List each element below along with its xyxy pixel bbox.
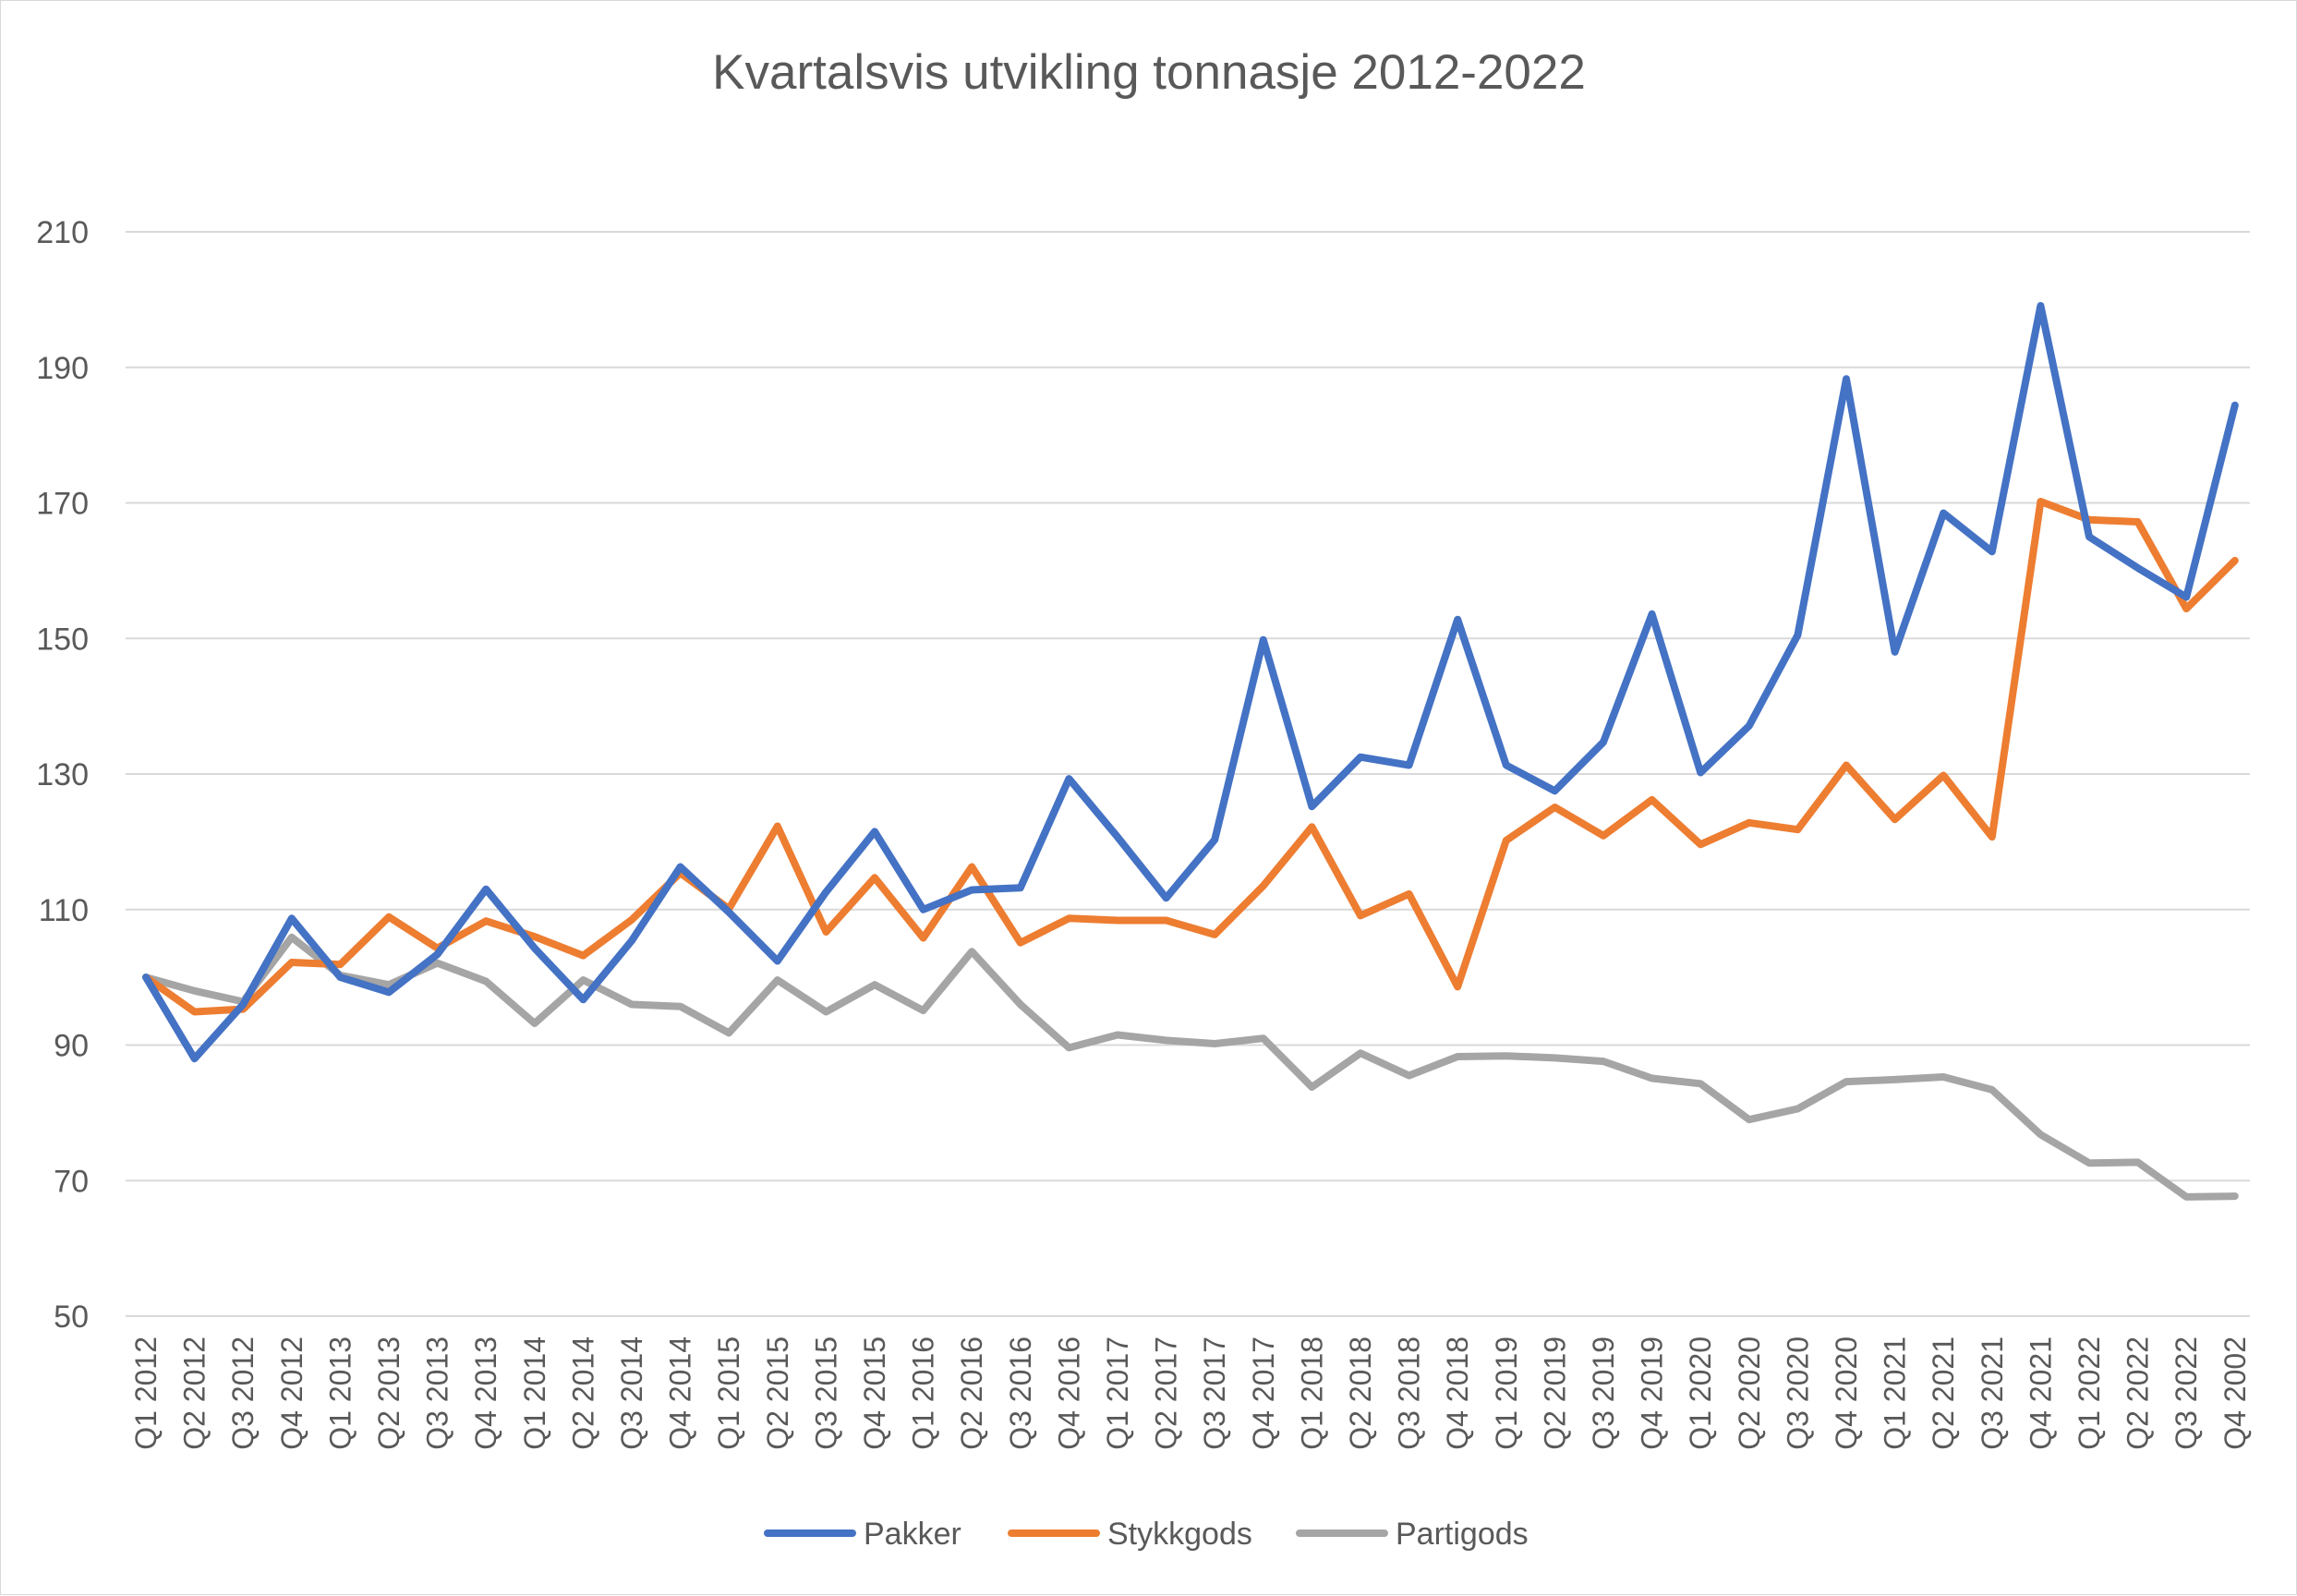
x-tick-label: Q2 2018: [1344, 1336, 1377, 1450]
x-tick-label: Q1 2016: [907, 1336, 940, 1450]
x-tick-label: Q3 2021: [1976, 1336, 2009, 1450]
x-tick-label: Q1 2014: [518, 1336, 551, 1450]
x-tick-label: Q1 2015: [712, 1336, 745, 1450]
x-tick-label: Q4 2019: [1636, 1336, 1669, 1450]
legend-label-pakker: Pakker: [864, 1517, 961, 1552]
series-line-stykkgods: [142, 498, 2239, 1016]
x-tick-label: Q1 2021: [1879, 1336, 1912, 1450]
legend-label-partigods: Partigods: [1396, 1517, 1529, 1552]
x-tick-label: Q3 2013: [421, 1336, 454, 1450]
x-tick-label: Q4 2002: [2218, 1336, 2252, 1450]
x-tick-label: Q2 2017: [1150, 1336, 1183, 1450]
y-tick-label: 150: [36, 622, 89, 657]
x-tick-label: Q1 2012: [129, 1336, 163, 1450]
x-tick-label: Q1 2022: [2073, 1336, 2106, 1450]
x-tick-label: Q4 2013: [469, 1336, 502, 1450]
legend-label-stykkgods: Stykkgods: [1107, 1517, 1252, 1552]
x-tick-label: Q4 2018: [1441, 1336, 1474, 1450]
x-tick-label: Q1 2018: [1295, 1336, 1328, 1450]
series-line-pakker: [142, 302, 2239, 1063]
x-tick-label: Q3 2020: [1781, 1336, 1814, 1450]
x-tick-label: Q2 2013: [372, 1336, 405, 1450]
y-tick-label: 50: [54, 1300, 89, 1335]
y-tick-label: 210: [36, 215, 89, 250]
gridlines: [126, 231, 2250, 1317]
y-axis-ticks: 50 70 90 110 130 150 170 190 210: [36, 215, 89, 1335]
x-tick-label: Q1 2019: [1490, 1336, 1523, 1450]
y-tick-label: 130: [36, 757, 89, 792]
series-lines: [142, 302, 2239, 1201]
x-tick-label: Q3 2015: [809, 1336, 842, 1450]
x-tick-label: Q4 2012: [275, 1336, 308, 1450]
x-tick-label: Q2 2016: [955, 1336, 988, 1450]
x-tick-label: Q2 2019: [1538, 1336, 1571, 1450]
x-tick-label: Q4 2016: [1052, 1336, 1085, 1450]
x-tick-label: Q3 2012: [226, 1336, 260, 1450]
x-tick-label: Q1 2013: [323, 1336, 357, 1450]
y-tick-label: 190: [36, 351, 89, 386]
x-tick-label: Q2 2014: [566, 1336, 599, 1450]
x-tick-label: Q3 2014: [615, 1336, 648, 1450]
x-axis-ticks: Q1 2012 Q2 2012 Q3 2012 Q4 2012 Q1 2013 Q2 20…: [129, 1336, 2252, 1450]
x-tick-label: Q3 2016: [1004, 1336, 1037, 1450]
x-tick-label: Q1 2017: [1101, 1336, 1134, 1450]
x-tick-label: Q3 2019: [1587, 1336, 1620, 1450]
y-tick-label: 90: [54, 1029, 89, 1064]
y-tick-label: 110: [39, 893, 89, 928]
x-tick-label: Q2 2015: [761, 1336, 794, 1450]
y-tick-label: 70: [54, 1164, 89, 1199]
x-tick-label: Q2 2021: [1927, 1336, 1960, 1450]
x-tick-label: Q4 2017: [1247, 1336, 1280, 1450]
series-line-partigods: [142, 933, 2239, 1201]
x-tick-label: Q4 2020: [1830, 1336, 1863, 1450]
x-tick-label: Q3 2017: [1198, 1336, 1231, 1450]
x-tick-label: Q4 2021: [2024, 1336, 2057, 1450]
x-tick-label: Q4 2015: [858, 1336, 891, 1450]
y-tick-label: 170: [36, 487, 89, 522]
x-tick-label: Q2 2022: [2122, 1336, 2155, 1450]
x-tick-label: Q2 2012: [178, 1336, 212, 1450]
legend: Pakker Stykkgods Partigods: [764, 1517, 1529, 1552]
x-tick-label: Q3 2018: [1393, 1336, 1426, 1450]
x-tick-label: Q3 2022: [2170, 1336, 2203, 1450]
x-tick-label: Q4 2014: [664, 1336, 697, 1450]
x-tick-label: Q1 2020: [1684, 1336, 1717, 1450]
chart-title: Kvartalsvis utvikling tonnasje 2012-2022: [712, 45, 1586, 100]
x-tick-label: Q2 2020: [1733, 1336, 1766, 1450]
